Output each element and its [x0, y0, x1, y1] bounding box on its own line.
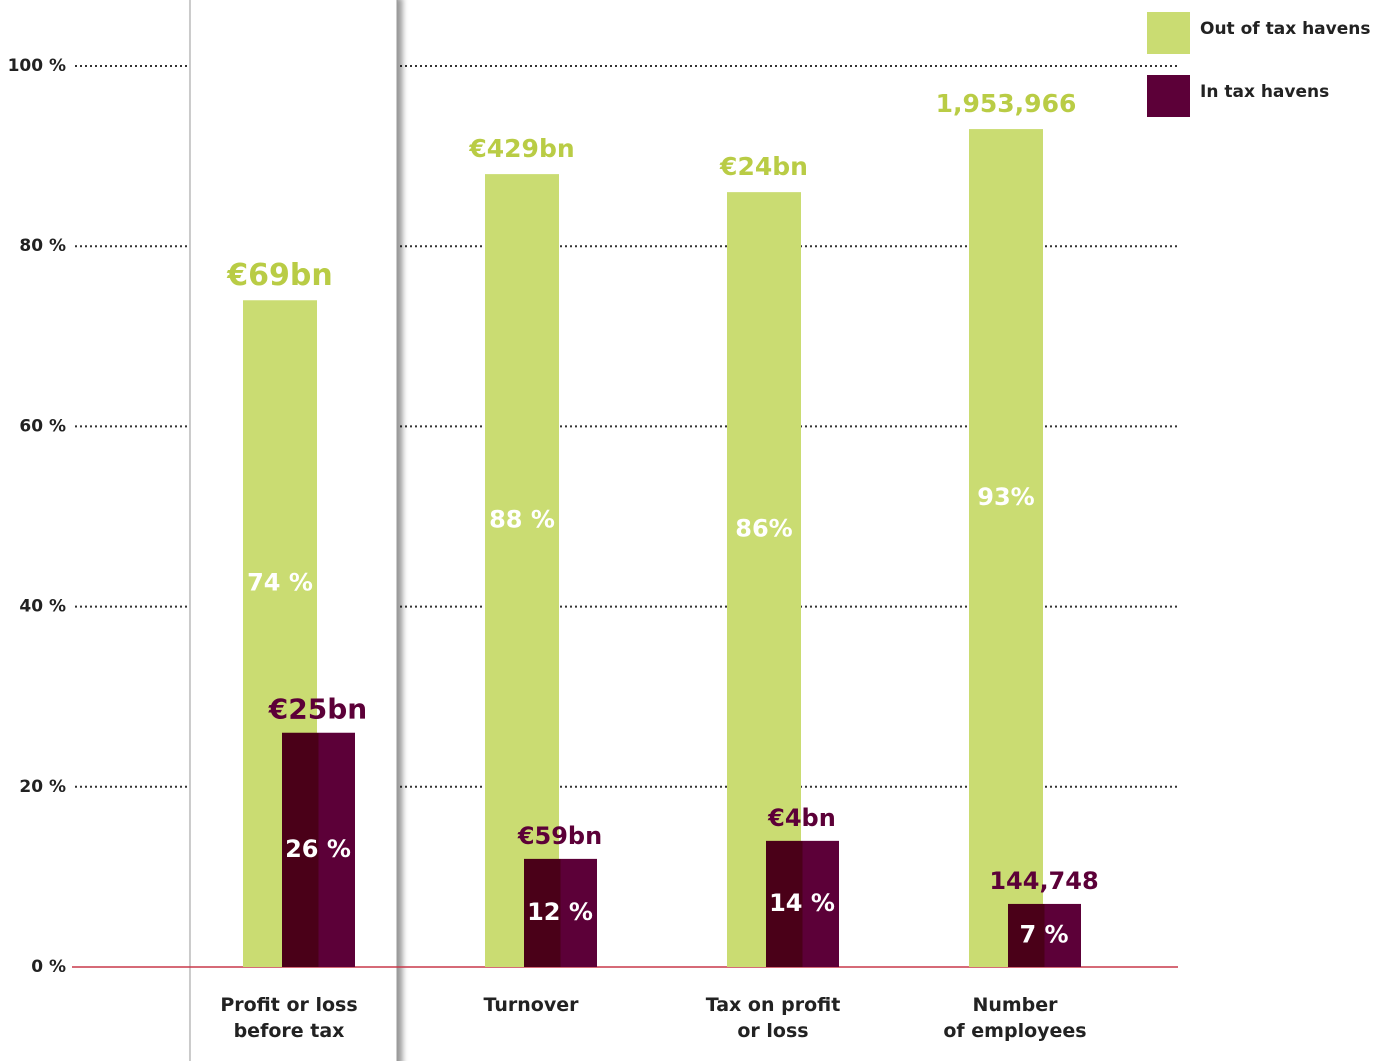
bar	[766, 840, 839, 967]
value-label: 88 %	[489, 506, 555, 534]
y-tick-label: 20 %	[19, 777, 66, 797]
amount-label: €24bn	[719, 152, 808, 181]
legend-swatch	[1147, 12, 1190, 54]
value-label: 74 %	[247, 569, 313, 597]
amount-label: €59bn	[517, 822, 602, 850]
x-tick-label: Profit or loss before tax	[220, 994, 358, 1042]
x-tick-label: Turnover	[483, 994, 579, 1016]
y-tick-label: 40 %	[19, 597, 66, 617]
bar	[969, 129, 1043, 967]
value-label: 14 %	[769, 889, 835, 917]
y-tick-label: 60 %	[19, 416, 66, 436]
value-label: 12 %	[527, 898, 593, 926]
value-label: 26 %	[285, 835, 351, 863]
amount-label: €25bn	[268, 693, 367, 726]
value-label: 7 %	[1019, 920, 1068, 948]
bar	[727, 192, 801, 967]
legend-swatch	[1147, 75, 1190, 117]
amount-label: €429bn	[468, 134, 574, 163]
x-tick-label: Number of employees	[943, 994, 1087, 1042]
value-label: 86%	[735, 515, 792, 543]
bar	[524, 858, 597, 967]
legend-label: Out of tax havens	[1200, 19, 1370, 39]
amount-label: €4bn	[767, 804, 836, 832]
legend-label: In tax havens	[1200, 82, 1329, 102]
bar	[1008, 903, 1081, 967]
amount-label: 144,748	[989, 867, 1098, 895]
value-label: 93%	[977, 483, 1034, 511]
amount-label: 1,953,966	[936, 89, 1077, 118]
bar	[485, 174, 559, 967]
y-tick-label: 100 %	[8, 56, 66, 76]
y-tick-label: 0 %	[31, 957, 66, 977]
amount-label: €69bn	[226, 258, 332, 293]
x-tick-label: Tax on profit or loss	[705, 994, 841, 1042]
y-tick-label: 80 %	[19, 236, 66, 256]
bar	[282, 732, 355, 967]
